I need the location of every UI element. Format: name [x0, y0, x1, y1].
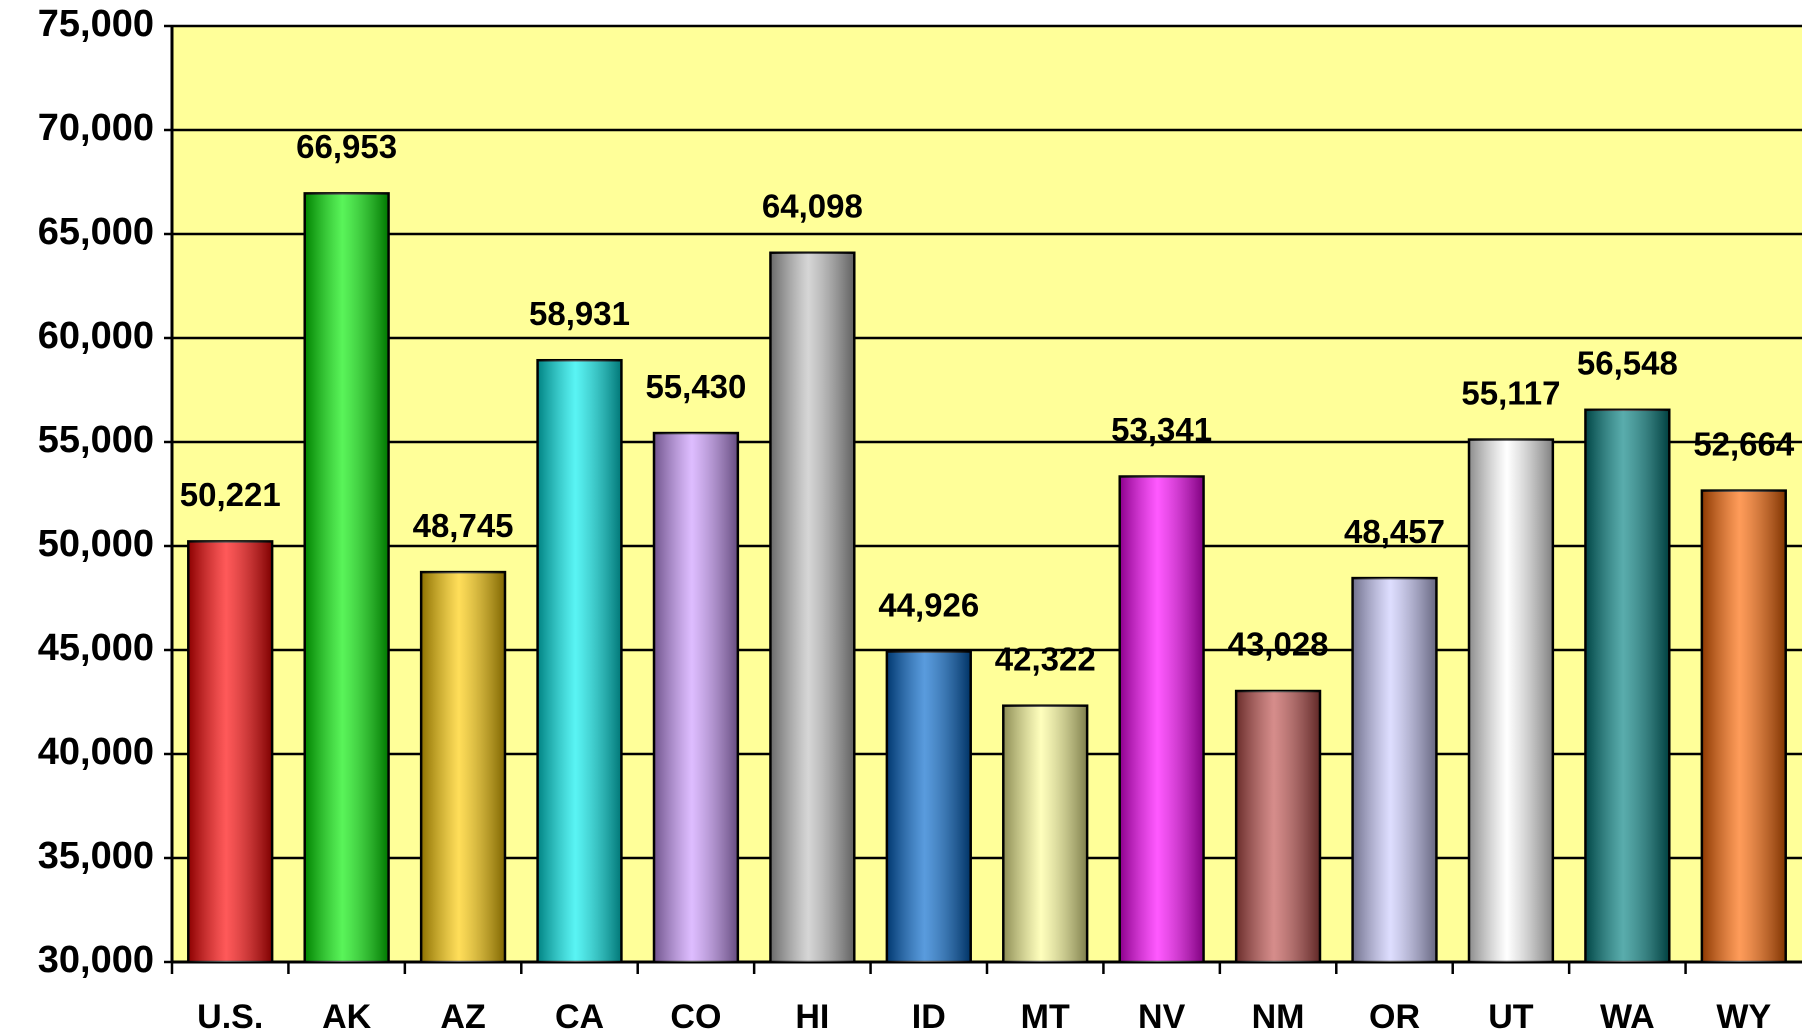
- value-label: 55,430: [645, 368, 746, 405]
- value-label: 42,322: [995, 640, 1096, 677]
- x-tick-label: U.S.: [197, 998, 263, 1035]
- bar-shade: [1236, 691, 1320, 962]
- bar-shade: [537, 360, 622, 962]
- x-tick-label: WA: [1600, 998, 1655, 1035]
- bar-shade: [654, 433, 738, 962]
- y-tick-label: 55,000: [38, 419, 154, 461]
- bar-shade: [188, 541, 273, 962]
- x-tick-label: NM: [1252, 998, 1305, 1035]
- y-tick-label: 70,000: [38, 107, 154, 149]
- x-tick-label: AZ: [440, 998, 485, 1035]
- x-tick-label: CA: [555, 998, 604, 1035]
- y-tick-label: 40,000: [38, 731, 154, 773]
- value-label: 55,117: [1461, 374, 1560, 411]
- value-label: 48,745: [413, 507, 514, 544]
- y-tick-label: 50,000: [38, 523, 154, 565]
- x-tick-label: UT: [1488, 998, 1534, 1035]
- x-tick-label: ID: [912, 998, 946, 1035]
- value-label: 44,926: [878, 586, 979, 623]
- value-label: 50,221: [180, 476, 281, 513]
- y-tick-label: 30,000: [38, 939, 154, 981]
- bar-shade: [886, 651, 971, 962]
- x-tick-label: OR: [1369, 998, 1420, 1035]
- y-tick-label: 75,000: [38, 3, 154, 45]
- y-tick-label: 45,000: [38, 627, 154, 669]
- y-tick-label: 60,000: [38, 315, 154, 357]
- bar-shade: [1585, 409, 1670, 962]
- x-tick-label: CO: [670, 998, 721, 1035]
- y-tick-label: 65,000: [38, 211, 154, 253]
- x-tick-label: MT: [1021, 998, 1070, 1035]
- x-tick-label: NV: [1138, 998, 1186, 1035]
- plot-area: [172, 26, 1802, 962]
- x-tick-label: HI: [795, 998, 829, 1035]
- bar-shade: [1469, 439, 1553, 962]
- bar-shade: [1701, 490, 1786, 962]
- bar-shade: [304, 193, 389, 963]
- x-tick-label: WY: [1716, 998, 1771, 1035]
- bar-shade: [770, 252, 855, 962]
- bar-shade: [1119, 476, 1204, 962]
- value-label: 48,457: [1344, 513, 1445, 550]
- value-label: 66,953: [296, 128, 397, 165]
- x-tick-label: AK: [322, 998, 372, 1035]
- value-label: 56,548: [1577, 345, 1678, 382]
- value-label: 53,341: [1111, 411, 1212, 448]
- value-label: 52,664: [1693, 425, 1795, 462]
- bar-shade: [1003, 705, 1088, 962]
- bar-shade: [421, 572, 505, 962]
- value-label: 64,098: [762, 187, 863, 224]
- bar-shade: [1352, 578, 1437, 962]
- value-label: 58,931: [529, 295, 630, 332]
- value-label: 43,028: [1228, 626, 1329, 663]
- y-tick-label: 35,000: [38, 835, 154, 877]
